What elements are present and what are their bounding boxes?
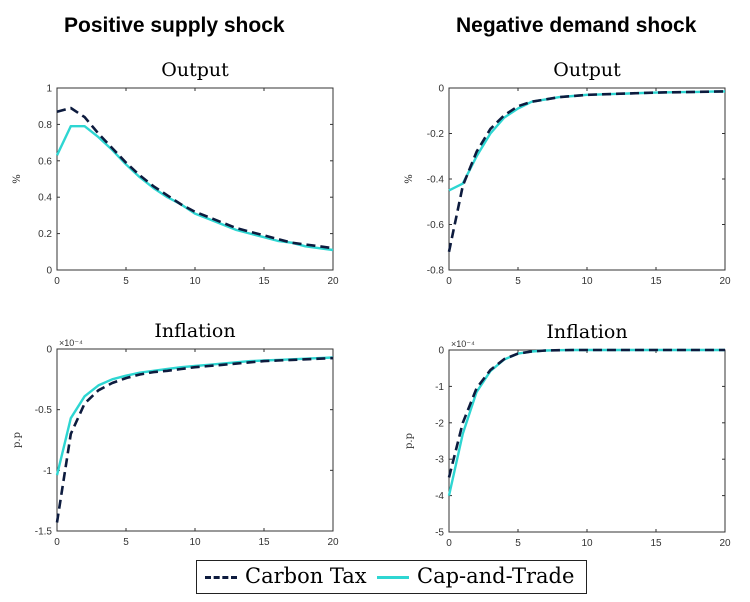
series-line-carbon-tax [447, 348, 725, 478]
x-tick-label: 0 [446, 276, 452, 287]
y-tick-label: 0 [438, 84, 444, 95]
y-tick-label: 0.2 [38, 229, 52, 240]
series-line-cap-and-trade [55, 124, 334, 252]
y-tick-label: -4 [435, 491, 444, 502]
x-tick-label: 10 [581, 276, 593, 287]
series-line-cap-and-trade [55, 356, 334, 476]
series-line-carbon-tax [55, 356, 334, 523]
y-tick-label: -5 [435, 528, 444, 539]
axes-box [56, 348, 334, 532]
legend: Carbon Tax Cap-and-Trade [196, 560, 587, 594]
y-tick-label: -1.5 [35, 527, 53, 538]
heading-negative-demand-shock: Negative demand shock [456, 14, 697, 37]
figure: Output 0 5 10 15 20 0 0.2 0.4 0.6 0.8 1% Output 0 5 10 1… [12, 59, 731, 549]
y-tick-label: -0.4 [427, 175, 445, 186]
axes-box [448, 87, 726, 271]
y-axis-label: p.p [404, 433, 415, 449]
x-tick-label: 0 [54, 537, 60, 548]
x-tick-label: 10 [581, 538, 593, 549]
x-tick-label: 5 [515, 538, 521, 549]
legend-swatch-cap-and-trade [377, 576, 409, 579]
y-tick-label: -0.2 [427, 129, 445, 140]
series-line-carbon-tax [56, 106, 334, 250]
exponent-label: ×10⁻⁴ [451, 339, 475, 349]
y-tick-label: 0.6 [38, 156, 52, 167]
axes-box [448, 349, 726, 533]
legend-label-cap-and-trade: Cap-and-Trade [417, 564, 575, 588]
x-tick-label: 10 [189, 276, 201, 287]
y-tick-label: -3 [435, 455, 444, 466]
x-tick-label: 20 [719, 538, 731, 549]
legend-swatch-carbon-tax [205, 576, 237, 579]
x-tick-label: 20 [719, 276, 731, 287]
x-tick-label: 10 [189, 537, 201, 548]
y-tick-label: 0.4 [38, 193, 52, 204]
y-tick-label: -1 [435, 382, 444, 393]
chart-title: Inflation [546, 321, 627, 343]
x-tick-label: 20 [327, 276, 339, 287]
x-tick-label: 15 [258, 537, 270, 548]
chart-title: Inflation [154, 320, 235, 342]
legend-label-carbon-tax: Carbon Tax [245, 564, 367, 588]
x-tick-label: 15 [650, 276, 662, 287]
y-tick-label: 0.8 [38, 120, 52, 131]
y-tick-label: -0.6 [427, 220, 445, 231]
y-tick-label: -1 [43, 466, 52, 477]
chart-panel-2: Output 0 5 10 15 20 -0.8 -0.6 -0.4 -0.2 0% [404, 59, 731, 287]
x-tick-label: 15 [258, 276, 270, 287]
series-line-carbon-tax [447, 90, 726, 253]
chart-panel-3: Inflation 0 5 10 15 20 -1.5 -1 -0.5 0 ×10⁻⁴ p.p [12, 320, 339, 548]
series-line-cap-and-trade [448, 90, 726, 192]
y-tick-label: 0 [438, 346, 444, 357]
x-tick-label: 0 [54, 276, 60, 287]
y-axis-label: p.p [12, 432, 23, 448]
x-tick-label: 20 [327, 537, 339, 548]
exponent-label: ×10⁻⁴ [59, 338, 83, 348]
y-tick-label: -0.5 [35, 405, 53, 416]
legend-item-cap-and-trade: Cap-and-Trade [377, 561, 582, 593]
y-tick-label: 0 [46, 266, 52, 277]
y-axis-label: % [12, 174, 23, 184]
y-tick-label: -0.8 [427, 266, 445, 277]
x-tick-label: 0 [446, 538, 452, 549]
y-tick-label: 1 [46, 84, 52, 95]
legend-item-carbon-tax: Carbon Tax [203, 561, 378, 593]
chart-title: Output [161, 59, 229, 81]
chart-panel-4: Inflation 0 5 10 15 20 -5 -4 -3 -2 -1 0 ×10⁻⁴ p.p [404, 321, 731, 549]
y-tick-label: 0 [46, 345, 52, 356]
y-axis-label: % [404, 174, 415, 184]
x-tick-label: 5 [515, 276, 521, 287]
x-tick-label: 15 [650, 538, 662, 549]
x-tick-label: 5 [123, 276, 129, 287]
x-tick-label: 5 [123, 537, 129, 548]
chart-panel-1: Output 0 5 10 15 20 0 0.2 0.4 0.6 0.8 1% [12, 59, 339, 287]
heading-positive-supply-shock: Positive supply shock [64, 14, 285, 37]
chart-title: Output [553, 59, 621, 81]
y-tick-label: -2 [435, 418, 444, 429]
